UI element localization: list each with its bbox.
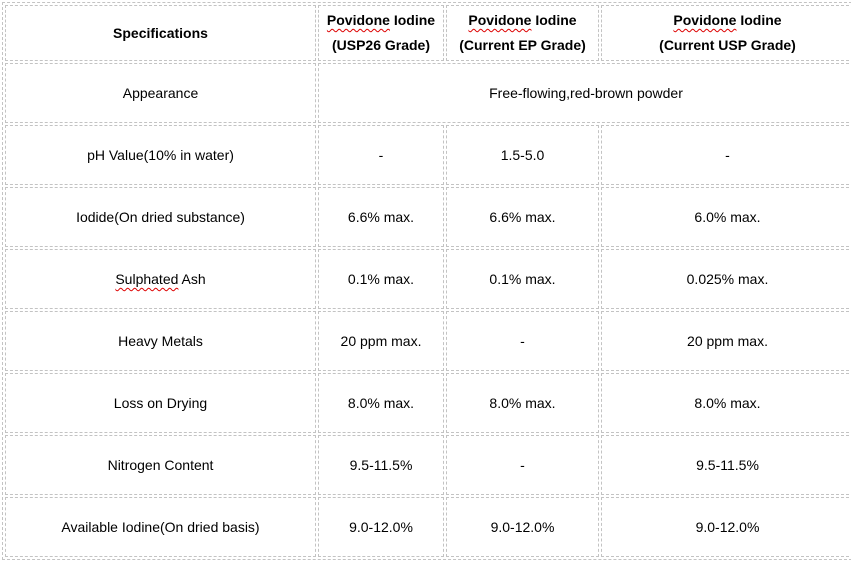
value-cell-drying-usp: 8.0% max. bbox=[601, 373, 851, 433]
row-loss-on-drying: Loss on Drying 8.0% max. 8.0% max. 8.0% … bbox=[5, 373, 851, 433]
spec-cell-sulphated-ash: Sulphated Ash bbox=[5, 249, 316, 309]
value-cell-metals-usp26: 20 ppm max. bbox=[318, 311, 444, 371]
row-available-iodine: Available Iodine(On dried basis) 9.0-12.… bbox=[5, 497, 851, 557]
value-cell-drying-ep: 8.0% max. bbox=[446, 373, 599, 433]
row-nitrogen-content: Nitrogen Content 9.5-11.5% - 9.5-11.5% bbox=[5, 435, 851, 495]
value-cell-ash-usp26: 0.1% max. bbox=[318, 249, 444, 309]
header-ep-grade: Povidone Iodine (Current EP Grade) bbox=[446, 5, 599, 61]
value-cell-ash-ep: 0.1% max. bbox=[446, 249, 599, 309]
header-row: Specifications Povidone Iodine (USP26 Gr… bbox=[5, 5, 851, 61]
spec-cell-heavy-metals: Heavy Metals bbox=[5, 311, 316, 371]
header-ep-line1: Povidone Iodine bbox=[451, 8, 594, 33]
flagged-word-povidone: Povidone bbox=[673, 12, 737, 28]
flagged-word-povidone: Povidone bbox=[468, 12, 532, 28]
header-ep-line2: (Current EP Grade) bbox=[459, 37, 586, 53]
header-usp-product: Iodine bbox=[740, 12, 782, 28]
flagged-word-povidone: Povidone bbox=[326, 12, 390, 28]
value-cell-drying-usp26: 8.0% max. bbox=[318, 373, 444, 433]
value-cell-appearance-merged: Free-flowing,red-brown powder bbox=[318, 63, 851, 123]
value-cell-ash-usp: 0.025% max. bbox=[601, 249, 851, 309]
spec-cell-appearance: Appearance bbox=[5, 63, 316, 123]
spec-cell-available-iodine: Available Iodine(On dried basis) bbox=[5, 497, 316, 557]
row-ph-value: pH Value(10% in water) - 1.5-5.0 - bbox=[5, 125, 851, 185]
header-specifications-label: Specifications bbox=[113, 24, 208, 41]
header-usp-line1: Povidone Iodine bbox=[606, 8, 849, 33]
value-cell-iodide-ep: 6.6% max. bbox=[446, 187, 599, 247]
row-sulphated-ash: Sulphated Ash 0.1% max. 0.1% max. 0.025%… bbox=[5, 249, 851, 309]
spec-cell-nitrogen-content: Nitrogen Content bbox=[5, 435, 316, 495]
spec-cell-ph-value: pH Value(10% in water) bbox=[5, 125, 316, 185]
value-cell-nitrogen-usp26: 9.5-11.5% bbox=[318, 435, 444, 495]
header-usp-line2: (Current USP Grade) bbox=[659, 37, 796, 53]
header-usp26-line2: (USP26 Grade) bbox=[331, 37, 431, 53]
row-heavy-metals: Heavy Metals 20 ppm max. - 20 ppm max. bbox=[5, 311, 851, 371]
row-appearance: Appearance Free-flowing,red-brown powder bbox=[5, 63, 851, 123]
value-cell-nitrogen-ep: - bbox=[446, 435, 599, 495]
value-cell-nitrogen-usp: 9.5-11.5% bbox=[601, 435, 851, 495]
value-cell-available-usp26: 9.0-12.0% bbox=[318, 497, 444, 557]
header-specifications: Specifications bbox=[5, 5, 316, 61]
value-cell-iodide-usp26: 6.6% max. bbox=[318, 187, 444, 247]
header-usp26-product: Iodine bbox=[393, 12, 436, 28]
value-cell-metals-usp: 20 ppm max. bbox=[601, 311, 851, 371]
row-iodide: Iodide(On dried substance) 6.6% max. 6.6… bbox=[5, 187, 851, 247]
value-cell-ph-usp26: - bbox=[318, 125, 444, 185]
header-usp-grade: Povidone Iodine (Current USP Grade) bbox=[601, 5, 851, 61]
value-cell-available-ep: 9.0-12.0% bbox=[446, 497, 599, 557]
spec-cell-iodide: Iodide(On dried substance) bbox=[5, 187, 316, 247]
header-usp26-grade: Povidone Iodine (USP26 Grade) bbox=[318, 5, 444, 61]
spec-cell-sulphated-ash-rest: Ash bbox=[181, 271, 206, 287]
value-cell-iodide-usp: 6.0% max. bbox=[601, 187, 851, 247]
flagged-word-sulphated: Sulphated bbox=[115, 271, 179, 287]
value-cell-metals-ep: - bbox=[446, 311, 599, 371]
value-cell-ph-ep: 1.5-5.0 bbox=[446, 125, 599, 185]
value-cell-ph-usp: - bbox=[601, 125, 851, 185]
spec-cell-loss-on-drying: Loss on Drying bbox=[5, 373, 316, 433]
value-cell-available-usp: 9.0-12.0% bbox=[601, 497, 851, 557]
header-usp26-line1: Povidone Iodine bbox=[323, 8, 439, 33]
header-ep-product: Iodine bbox=[535, 12, 577, 28]
